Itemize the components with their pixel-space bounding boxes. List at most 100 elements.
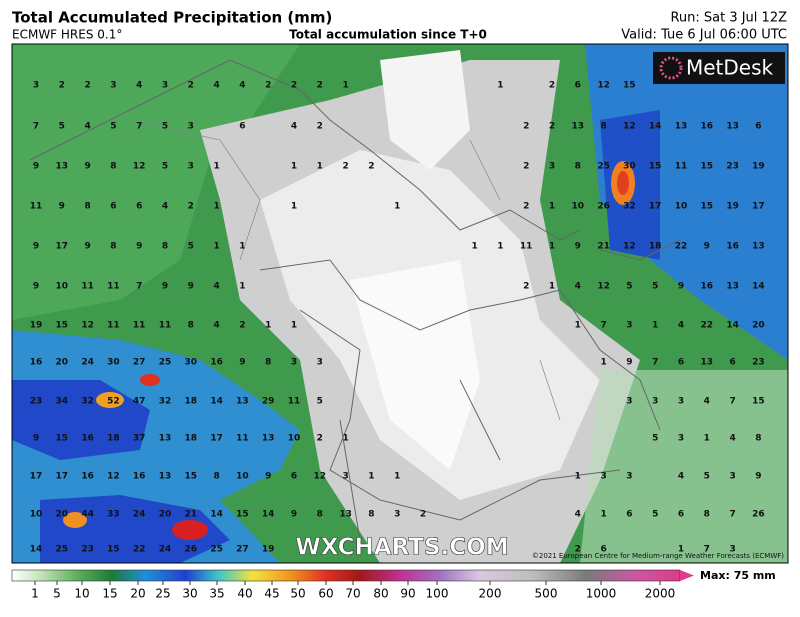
grid-value: 1: [394, 202, 400, 212]
grid-value: 3: [678, 434, 684, 444]
grid-value: 5: [704, 472, 710, 482]
grid-value: 30: [107, 358, 120, 368]
grid-value: 3: [188, 122, 194, 132]
grid-value: 20: [159, 510, 172, 520]
grid-value: 3: [729, 472, 735, 482]
grid-value: 2: [317, 122, 323, 132]
grid-value: 5: [59, 122, 65, 132]
grid-value: 20: [56, 510, 69, 520]
grid-value: 3: [162, 81, 168, 91]
grid-value: 25: [597, 162, 610, 172]
grid-value: 18: [649, 242, 662, 252]
grid-value: 2: [549, 81, 555, 91]
grid-value: 9: [33, 434, 39, 444]
grid-value: 11: [107, 321, 120, 331]
grid-value: 32: [159, 397, 172, 407]
grid-value: 6: [575, 81, 581, 91]
grid-value: 9: [755, 472, 761, 482]
grid-value: 2: [342, 162, 348, 172]
grid-value: 27: [236, 545, 249, 555]
grid-value: 17: [210, 434, 223, 444]
grid-value: 9: [575, 242, 581, 252]
grid-value: 9: [239, 358, 245, 368]
grid-value: 24: [81, 358, 94, 368]
grid-value: 13: [159, 434, 172, 444]
grid-value: 4: [162, 202, 168, 212]
colorbar-tick-label: 10: [74, 587, 89, 601]
grid-value: 7: [652, 358, 658, 368]
grid-value: 4: [84, 122, 90, 132]
grid-value: 5: [188, 242, 194, 252]
grid-value: 52: [107, 397, 120, 407]
grid-value: 1: [213, 242, 219, 252]
grid-value: 7: [729, 397, 735, 407]
grid-value: 2: [239, 321, 245, 331]
grid-value: 1: [575, 472, 581, 482]
grid-value: 4: [239, 81, 245, 91]
grid-value: 9: [704, 242, 710, 252]
colorbar-tick-label: 30: [182, 587, 197, 601]
grid-value: 4: [575, 282, 581, 292]
grid-value: 26: [185, 545, 198, 555]
grid-value: 3: [626, 397, 632, 407]
grid-value: 44: [81, 510, 94, 520]
grid-value: 4: [678, 321, 684, 331]
colorbar-tick-label: 2000: [645, 587, 676, 601]
grid-value: 3: [678, 397, 684, 407]
colorbar-tick-label: 20: [130, 587, 145, 601]
grid-value: 3: [317, 358, 323, 368]
grid-value: 1: [213, 162, 219, 172]
grid-value: 2: [523, 202, 529, 212]
grid-value: 11: [159, 321, 172, 331]
colorbar-tick-label: 40: [237, 587, 252, 601]
model: ECMWF HRES 0.1°: [12, 28, 122, 42]
run: Run: Sat 3 Jul 12Z: [670, 11, 787, 26]
grid-value: 4: [575, 510, 581, 520]
colorbar-tick-label: 1000: [586, 587, 617, 601]
grid-value: 1: [704, 434, 710, 444]
grid-value: 18: [107, 434, 120, 444]
grid-value: 8: [110, 162, 116, 172]
grid-value: 5: [162, 162, 168, 172]
grid-value: 9: [33, 162, 39, 172]
colorbar-tick-label: 80: [373, 587, 388, 601]
colorbar-tick-label: 1: [31, 587, 39, 601]
grid-value: 13: [262, 434, 275, 444]
grid-value: 2: [523, 162, 529, 172]
grid-value: 8: [575, 162, 581, 172]
grid-value: 16: [701, 122, 714, 132]
colorbar-tick-label: 45: [264, 587, 279, 601]
grid-value: 13: [726, 282, 739, 292]
grid-value: 9: [84, 242, 90, 252]
grid-value: 4: [213, 81, 219, 91]
grid-value: 9: [188, 282, 194, 292]
grid-value: 22: [675, 242, 688, 252]
grid-value: 6: [678, 510, 684, 520]
grid-value: 1: [678, 545, 684, 555]
grid-value: 2: [317, 434, 323, 444]
grid-value: 3: [549, 162, 555, 172]
colorbar-tick-label: 60: [318, 587, 333, 601]
grid-value: 1: [291, 202, 297, 212]
grid-value: 23: [81, 545, 94, 555]
grid-value: 9: [678, 282, 684, 292]
grid-value: 11: [288, 397, 301, 407]
grid-value: 4: [291, 122, 297, 132]
grid-value: 19: [30, 321, 43, 331]
grid-value: 3: [188, 162, 194, 172]
grid-value: 15: [185, 472, 198, 482]
grid-value: 2: [523, 122, 529, 132]
grid-value: 13: [236, 397, 249, 407]
grid-value: 6: [626, 510, 632, 520]
grid-value: 3: [626, 321, 632, 331]
grid-value: 13: [701, 358, 714, 368]
grid-value: 1: [549, 242, 555, 252]
grid-value: 4: [704, 397, 710, 407]
colorbar-tick-label: 100: [426, 587, 449, 601]
grid-value: 8: [755, 434, 761, 444]
grid-value: 11: [675, 162, 688, 172]
grid-value: 2: [188, 81, 194, 91]
grid-value: 2: [188, 202, 194, 212]
colorbar-tick-label: 35: [209, 587, 224, 601]
grid-value: 16: [81, 472, 94, 482]
